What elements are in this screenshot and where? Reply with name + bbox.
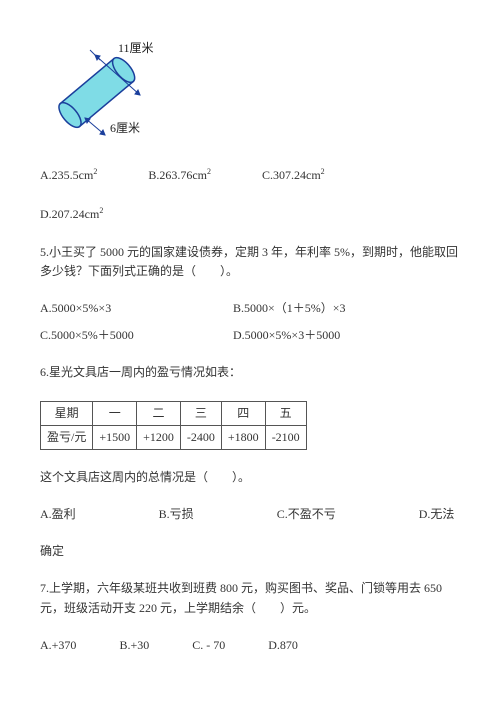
q6-tail: 这个文具店这周内的总情况是（ ）。: [40, 468, 460, 487]
q7-stem: 7.上学期，六年级某班共收到班费 800 元，购买图书、奖品、门锁等用去 650…: [40, 579, 460, 617]
dim-diameter-label: 6厘米: [110, 121, 140, 135]
q6-option-d: D.无法: [419, 505, 455, 524]
q5-option-b: B.5000×（1＋5%）×3: [233, 299, 423, 318]
q4-option-b: B.263.76cm2: [148, 166, 211, 185]
q6-stem: 6.星光文具店一周内的盈亏情况如表：: [40, 363, 460, 382]
q7-options: A.+370 B.+30 C. - 70 D.870: [40, 636, 460, 655]
q6-col-1: 一: [93, 401, 137, 425]
q6-col-2: 二: [137, 401, 181, 425]
q7-option-b: B.+30: [119, 636, 149, 655]
q6-val-1: +1500: [93, 425, 137, 449]
q5-option-a: A.5000×5%×3: [40, 299, 230, 318]
q5-stem: 5.小王买了 5000 元的国家建设债券，定期 3 年，年利率 5%，到期时，他…: [40, 243, 460, 281]
q4-option-c: C.307.24cm2: [262, 166, 325, 185]
q4-option-a: A.235.5cm2: [40, 166, 97, 185]
q6-option-a: A.盈利: [40, 505, 76, 524]
q6-val-5: -2100: [265, 425, 306, 449]
q5-option-c: C.5000×5%＋5000: [40, 326, 230, 345]
dim-length-label: 11厘米: [118, 41, 154, 55]
cylinder-diagram: 11厘米 6厘米: [40, 20, 460, 146]
q6-option-b: B.亏损: [159, 505, 194, 524]
q6-row-label: 盈亏/元: [41, 425, 93, 449]
q6-col-5: 五: [265, 401, 306, 425]
q4-option-d: D.207.24cm2: [40, 205, 460, 224]
q6-col-3: 三: [180, 401, 221, 425]
q6-table: 星期 一 二 三 四 五 盈亏/元 +1500 +1200 -2400 +180…: [40, 401, 307, 450]
q6-val-4: +1800: [221, 425, 265, 449]
q4-options-row1: A.235.5cm2 B.263.76cm2 C.307.24cm2: [40, 166, 460, 185]
q7-option-a: A.+370: [40, 636, 76, 655]
q6-val-2: +1200: [137, 425, 181, 449]
q6-header-label: 星期: [41, 401, 93, 425]
q7-option-c: C. - 70: [192, 636, 225, 655]
q6-options: A.盈利 B.亏损 C.不盈不亏 D.无法: [40, 505, 460, 524]
q6-option-c: C.不盈不亏: [277, 505, 336, 524]
q6-col-4: 四: [221, 401, 265, 425]
q6-option-d-cont: 确定: [40, 542, 460, 561]
q6-val-3: -2400: [180, 425, 221, 449]
q7-option-d: D.870: [268, 636, 298, 655]
q5-options: A.5000×5%×3 B.5000×（1＋5%）×3 C.5000×5%＋50…: [40, 299, 460, 345]
q5-option-d: D.5000×5%×3＋5000: [233, 326, 423, 345]
